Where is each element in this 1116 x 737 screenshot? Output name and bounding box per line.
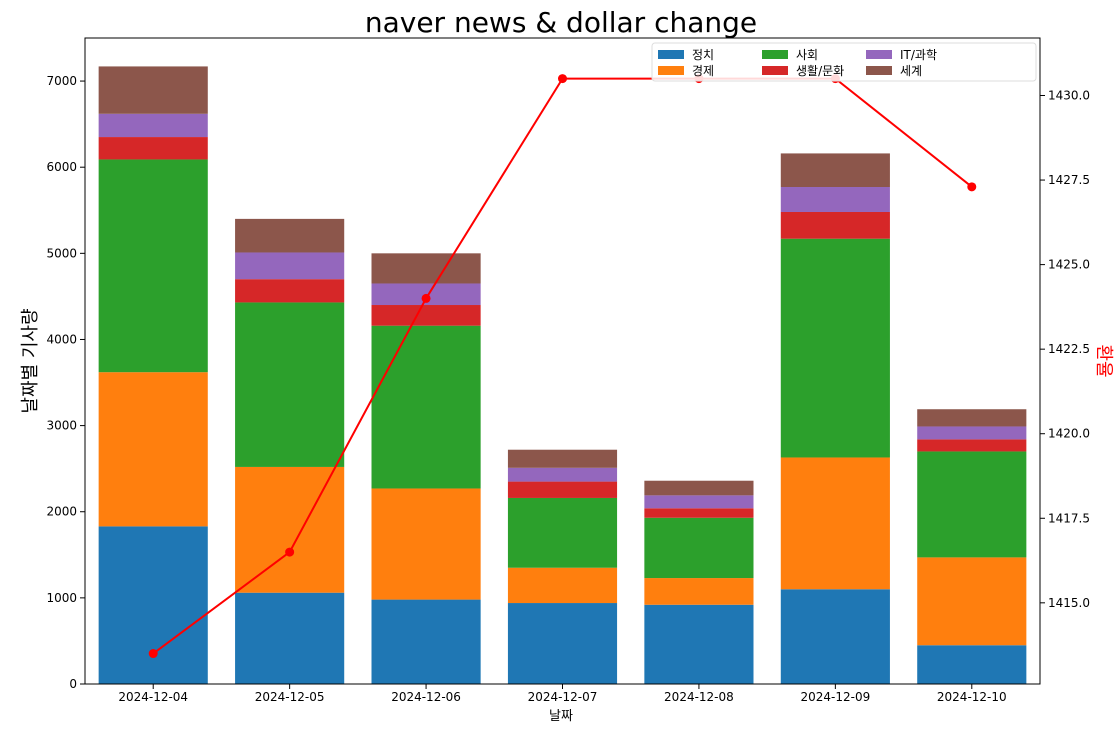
y-tick-label: 0 xyxy=(69,677,77,691)
y2-tick-label: 1430.0 xyxy=(1048,88,1090,102)
legend-label: 생활/문화 xyxy=(796,64,844,78)
bar-segment xyxy=(507,467,618,482)
bar-segment xyxy=(507,497,618,568)
bar-segment xyxy=(917,426,1027,440)
legend-label: 정치 xyxy=(692,48,714,62)
bar-segment xyxy=(917,451,1027,558)
bar-segment xyxy=(371,305,481,326)
legend-label: IT/과학 xyxy=(900,48,937,62)
legend-label: 사회 xyxy=(796,48,818,62)
bar-segment xyxy=(507,481,618,498)
bar-segment xyxy=(235,252,345,280)
bar-segment xyxy=(235,466,345,593)
legend-swatch xyxy=(658,66,684,75)
bar-segment xyxy=(780,153,890,188)
bar-segment xyxy=(98,66,208,114)
y2-tick-label: 1422.5 xyxy=(1048,342,1090,356)
bar-segment xyxy=(644,480,754,496)
x-axis-label: 날짜 xyxy=(549,709,573,724)
bar-segment xyxy=(644,508,754,518)
bar-segment xyxy=(371,253,481,284)
chart-title: naver news & dollar change xyxy=(365,6,757,39)
y-tick-label: 5000 xyxy=(46,246,77,260)
bar-segment xyxy=(98,137,208,160)
bar-segment xyxy=(235,218,345,253)
bar-segment xyxy=(98,526,208,684)
exchange-rate-point xyxy=(967,182,977,192)
bar-segment xyxy=(780,238,890,458)
exchange-rate-point xyxy=(421,293,431,303)
y-tick-label: 6000 xyxy=(46,160,77,174)
y2-tick-label: 1427.5 xyxy=(1048,173,1090,187)
y-axis-label: 날짜별 기사량 xyxy=(20,308,41,413)
y-tick-label: 4000 xyxy=(46,332,77,346)
bar-segment xyxy=(644,517,754,579)
bar-segment xyxy=(235,592,345,684)
x-tick-label: 2024-12-04 xyxy=(118,690,188,704)
bar-segment xyxy=(98,372,208,527)
bar-segment xyxy=(644,495,754,509)
legend-swatch xyxy=(658,50,684,59)
bars-layer xyxy=(98,66,1027,684)
bar-segment xyxy=(780,211,890,239)
y-tick-label: 2000 xyxy=(46,505,77,519)
bar-segment xyxy=(507,567,618,604)
x-tick-label: 2024-12-09 xyxy=(800,690,870,704)
bar-segment xyxy=(644,578,754,605)
y2-tick-label: 1425.0 xyxy=(1048,258,1090,272)
x-tick-label: 2024-12-05 xyxy=(255,690,325,704)
bar-segment xyxy=(780,187,890,212)
bar-segment xyxy=(235,302,345,467)
bar-segment xyxy=(917,439,1027,452)
legend-swatch xyxy=(866,50,892,59)
bar-segment xyxy=(98,113,208,138)
legend-swatch xyxy=(866,66,892,75)
bar-segment xyxy=(644,604,754,684)
y2-tick-label: 1420.0 xyxy=(1048,427,1090,441)
bar-segment xyxy=(98,159,208,373)
bar-segment xyxy=(371,599,481,684)
y2-axis-label: 환율 xyxy=(1093,344,1114,377)
y-tick-label: 3000 xyxy=(46,419,77,433)
bar-segment xyxy=(507,603,618,684)
bar-segment xyxy=(507,449,618,468)
y-tick-label: 1000 xyxy=(46,591,77,605)
bar-segment xyxy=(235,279,345,303)
bar-segment xyxy=(780,457,890,590)
y2-tick-label: 1417.5 xyxy=(1048,511,1090,525)
y-tick-label: 7000 xyxy=(46,74,77,88)
y2-tick-label: 1415.0 xyxy=(1048,596,1090,610)
exchange-rate-point xyxy=(558,74,567,84)
x-tick-label: 2024-12-06 xyxy=(391,690,461,704)
legend-label: 세계 xyxy=(900,64,922,78)
legend-box xyxy=(651,42,1037,82)
exchange-rate-point xyxy=(285,547,295,557)
legend-swatch xyxy=(762,66,788,75)
bar-segment xyxy=(917,409,1027,427)
bar-segment xyxy=(371,488,481,600)
bar-segment xyxy=(780,589,890,684)
bar-segment xyxy=(917,557,1027,646)
x-tick-label: 2024-12-08 xyxy=(664,690,734,704)
exchange-rate-point xyxy=(148,649,158,659)
bar-segment xyxy=(917,645,1027,684)
bar-segment xyxy=(371,325,481,489)
axes-layer: 0 1000 2000 3000 4000 5000 6000 7000 1415.0 1417.… xyxy=(46,37,1090,704)
x-tick-label: 2024-12-10 xyxy=(937,690,1007,704)
x-tick-label: 2024-12-07 xyxy=(528,690,598,704)
legend-label: 경제 xyxy=(692,64,714,78)
legend-swatch xyxy=(762,50,788,59)
